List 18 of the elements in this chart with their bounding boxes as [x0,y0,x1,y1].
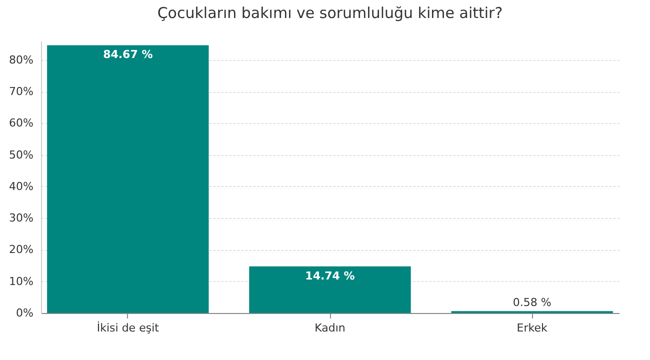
y-tick-label: 30% [9,212,34,225]
data-label: 0.58 % [512,296,552,310]
data-label: 84.67 % [103,48,153,62]
chart-title: Çocukların bakımı ve sorumluluğu kime aittir? [157,4,503,22]
y-tick-label: 70% [9,85,34,98]
y-tick-label: 40% [9,180,34,193]
y-tick-label: 20% [9,243,34,256]
y-tick-label: 60% [9,116,34,130]
y-tick-label: 80% [9,53,34,66]
y-tick-label: 0% [16,306,34,320]
bar [47,45,209,313]
y-tick-label: 10% [9,274,34,288]
y-tick-label: 50% [9,148,34,162]
bar [249,266,411,313]
x-tick-label: Erkek [516,322,548,334]
x-tick-label: İkisi de eşit [96,320,160,334]
x-tick-label: Kadın [314,322,346,334]
data-label: 14.74 % [305,269,355,282]
